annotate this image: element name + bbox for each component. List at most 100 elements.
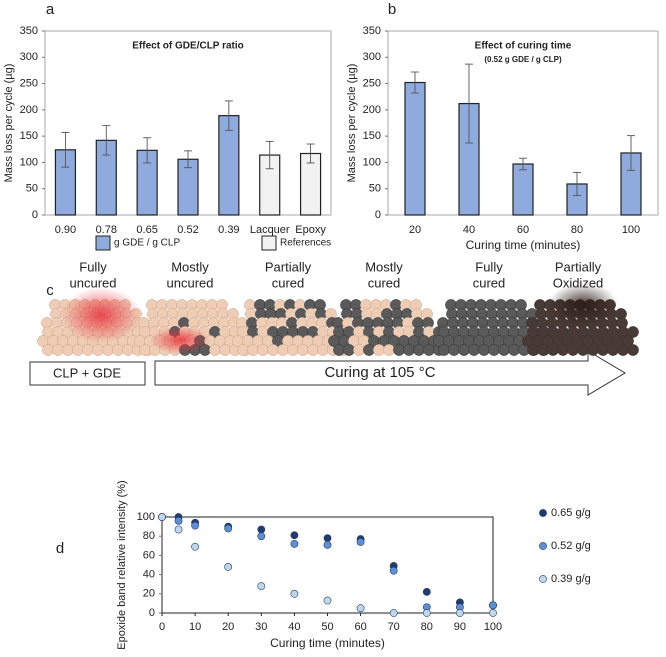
particle — [423, 344, 435, 356]
particle — [537, 344, 549, 356]
particle — [627, 344, 639, 356]
particle — [488, 344, 500, 356]
bar — [404, 81, 426, 216]
particle — [597, 344, 609, 356]
particle — [527, 344, 539, 356]
legend-label: 0.39 g/g — [551, 573, 591, 585]
point — [323, 540, 332, 549]
chart-subtitle: (0.52 g GDE / g CLP) — [484, 55, 562, 64]
y-tick-label: 20 — [143, 588, 155, 600]
legend-marker — [539, 509, 547, 517]
stage-label: Partially — [555, 259, 602, 274]
particle — [139, 344, 151, 356]
chart-title: Effect of curing time — [475, 41, 572, 52]
point — [224, 563, 233, 571]
particle — [393, 344, 405, 356]
y-tick-label: 100 — [137, 511, 155, 523]
particle — [547, 344, 559, 356]
x-tick-label: 0 — [159, 621, 165, 633]
y-tick-label: 0 — [32, 209, 38, 221]
particle — [219, 344, 231, 356]
y-tick-label: 50 — [369, 183, 381, 195]
x-tick-label: 80 — [421, 621, 433, 633]
process-label: Curing at 105 °C — [324, 364, 435, 381]
particle — [617, 344, 629, 356]
particle — [237, 344, 249, 356]
red-haze — [150, 326, 210, 354]
particle — [92, 344, 104, 356]
point — [257, 532, 266, 541]
x-tick-label: 100 — [622, 224, 640, 236]
particle — [102, 344, 114, 356]
process-arrow — [154, 350, 626, 396]
point — [224, 524, 233, 533]
particle — [468, 344, 480, 356]
panel-label: c — [46, 282, 54, 299]
y-tick-label: 40 — [143, 569, 155, 581]
y-tick-label: 300 — [363, 51, 381, 63]
x-tick-label: 0.90 — [55, 224, 76, 236]
x-tick-label: 100 — [484, 621, 502, 633]
x-tick-label: 0.65 — [136, 224, 157, 236]
x-tick-label: 20 — [222, 621, 234, 633]
particle — [458, 344, 470, 356]
y-tick-label: 300 — [20, 51, 38, 63]
start-box — [29, 361, 146, 386]
y-tick-label: 0 — [149, 607, 155, 619]
y-tick-label: 100 — [363, 156, 381, 168]
stage-label: uncured — [70, 275, 117, 290]
particle — [413, 344, 425, 356]
x-tick-label: 10 — [189, 621, 201, 633]
particle — [82, 344, 94, 356]
x-tick-label: 0.52 — [177, 224, 198, 236]
y-axis-label: Epoxide band relative intensity (%) — [116, 480, 128, 649]
x-tick-label: 80 — [571, 224, 583, 236]
legend-marker — [539, 575, 547, 583]
stage-label: cured — [272, 275, 305, 290]
oxidized-haze — [548, 283, 618, 327]
y-axis-label: Mass loss per cycle (µg) — [3, 64, 15, 183]
y-tick-label: 350 — [363, 25, 381, 37]
particle — [353, 344, 365, 356]
start-label: CLP + GDE — [53, 365, 121, 380]
x-tick-label: 60 — [517, 224, 529, 236]
particle — [297, 344, 309, 356]
particle — [317, 344, 329, 356]
particle — [383, 344, 395, 356]
legend-swatch — [261, 235, 277, 251]
particle — [403, 344, 415, 356]
x-tick-label: 20 — [409, 224, 421, 236]
x-tick-label: 90 — [454, 621, 466, 633]
stage-label: Fully — [475, 259, 503, 274]
chart-title: Effect of GDE/CLP ratio — [132, 41, 244, 52]
x-tick-label: Lacquer — [250, 224, 290, 236]
particle — [62, 344, 74, 356]
y-tick-label: 100 — [20, 156, 38, 168]
point — [323, 534, 332, 543]
particle — [478, 344, 490, 356]
y-tick-label: 350 — [20, 25, 38, 37]
point — [489, 609, 497, 617]
x-tick-label: 30 — [255, 621, 267, 633]
x-tick-label: 50 — [321, 621, 333, 633]
point — [290, 531, 299, 540]
legend-swatch — [95, 235, 111, 251]
stage-label: cured — [473, 275, 506, 290]
particle — [607, 344, 619, 356]
particle — [42, 344, 54, 356]
point — [356, 604, 365, 613]
stage-label: uncured — [167, 275, 214, 290]
point — [489, 601, 497, 610]
particle — [508, 344, 520, 356]
x-axis-label: Curing time (minutes) — [466, 238, 581, 252]
particle — [448, 344, 460, 356]
particle — [247, 344, 259, 356]
particle — [307, 344, 319, 356]
point — [174, 516, 183, 525]
particle — [52, 344, 64, 356]
particle — [209, 344, 221, 356]
stage-label: Partially — [265, 259, 312, 274]
y-tick-label: 0 — [375, 209, 381, 221]
particle — [287, 344, 299, 356]
